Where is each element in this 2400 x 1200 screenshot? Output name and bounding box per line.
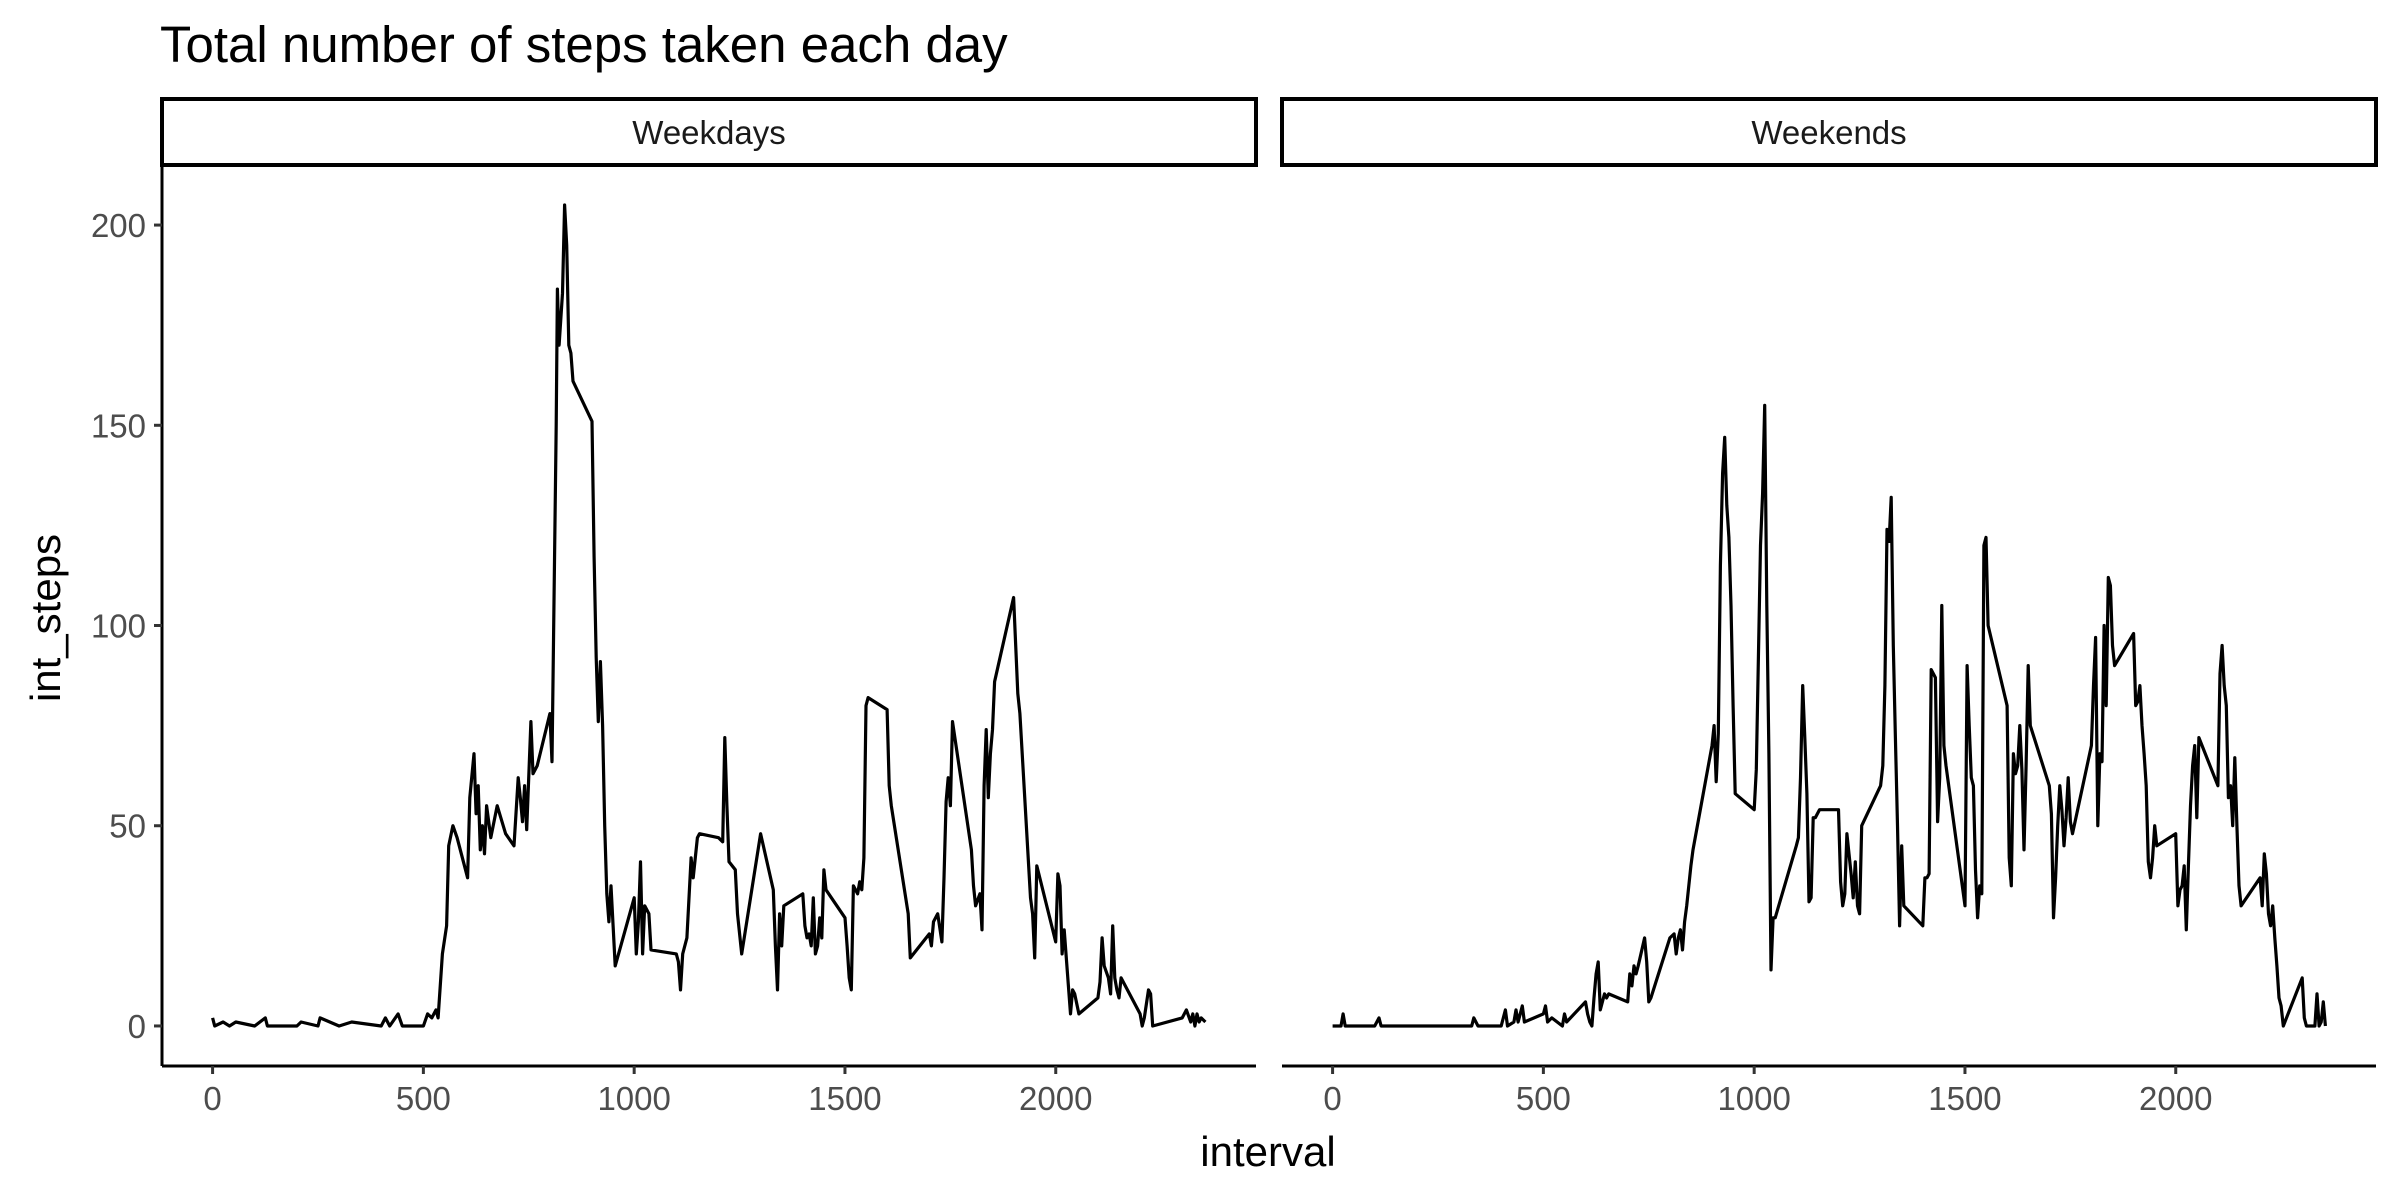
- weekends-axes: 0 500 1000 1500 2000: [1282, 1064, 2376, 1117]
- weekdays-x-tick-label-1000: 1000: [597, 1080, 670, 1117]
- weekends-x-tick-label-1000: 1000: [1717, 1080, 1790, 1117]
- weekdays-x-tick-label-500: 500: [396, 1080, 451, 1117]
- weekdays-series-line: [211, 203, 1207, 1028]
- weekdays-x-tick-label-2000: 2000: [1019, 1080, 1092, 1117]
- y-tick-label-200: 200: [91, 207, 146, 244]
- weekends-x-tick-label-1500: 1500: [1928, 1080, 2001, 1117]
- weekends-series: [1332, 403, 2327, 1028]
- facet-label-weekdays: Weekdays: [632, 114, 785, 151]
- facet-label-weekends: Weekends: [1751, 114, 1906, 151]
- weekdays-series: [211, 203, 1207, 1028]
- x-axis-title: interval: [1200, 1128, 1335, 1175]
- weekdays-x-tick-label-0: 0: [203, 1080, 221, 1117]
- weekends-x-tick-label-500: 500: [1516, 1080, 1571, 1117]
- weekends-x-tick-label-2000: 2000: [2139, 1080, 2212, 1117]
- facet-panel-weekends: Weekends 0 500 1000 1500 2000: [1280, 97, 2378, 1117]
- chart-title: Total number of steps taken each day: [160, 16, 1008, 73]
- weekends-series-line: [1332, 403, 2327, 1028]
- facet-strip-weekends: [1280, 97, 2378, 167]
- weekends-x-tick-label-0: 0: [1323, 1080, 1341, 1117]
- y-tick-label-50: 50: [109, 808, 146, 845]
- y-tick-label-100: 100: [91, 608, 146, 645]
- y-tick-label-0: 0: [128, 1008, 146, 1045]
- y-axis-title: int_steps: [22, 534, 69, 702]
- y-tick-label-150: 150: [91, 407, 146, 444]
- facet-strip-weekdays: [160, 97, 1258, 167]
- weekdays-x-tick-label-1500: 1500: [808, 1080, 881, 1117]
